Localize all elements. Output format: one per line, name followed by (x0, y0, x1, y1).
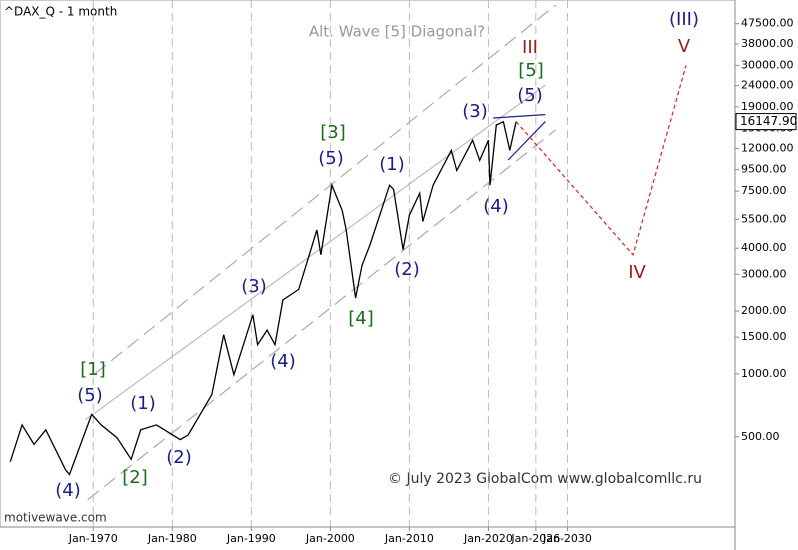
x-tick-label: Jan-2010 (384, 532, 434, 545)
last-price-box (735, 113, 797, 131)
y-tick-label: 47500.00 (741, 17, 794, 30)
wave-label: [4] (348, 308, 374, 329)
y-tick-label: 5500.00 (741, 212, 787, 225)
channel-line (87, 129, 556, 501)
y-tick-label: 1000.00 (741, 367, 787, 380)
channel-line (85, 84, 546, 421)
wave-label: (1) (379, 154, 405, 175)
wave-label: [2] (122, 467, 148, 488)
wave-label: (5) (318, 148, 344, 169)
y-tick-label: 500.00 (741, 430, 780, 443)
wave-label: [1] (80, 359, 106, 380)
x-tick-label: Jan-1980 (147, 532, 197, 545)
y-tick-label: 38000.00 (741, 37, 794, 50)
y-tick-label: 9500.00 (741, 163, 787, 176)
wave-label: (1) (130, 393, 156, 414)
chart-title: ^DAX_Q - 1 month (4, 5, 117, 19)
wave-label: V (678, 36, 691, 57)
y-tick-label: 3000.00 (741, 267, 787, 280)
wave-label: (III) (669, 9, 699, 30)
wave-label: III (522, 37, 538, 58)
projection-line (515, 65, 687, 257)
y-tick-label: 12000.00 (741, 142, 794, 155)
channel-line (507, 121, 546, 161)
chart-subtitle: Alt. Wave [5] Diagonal? (309, 23, 485, 41)
last-price-label: 16147.90 (740, 114, 797, 128)
channel-line (94, 4, 556, 375)
wave-label: (2) (166, 447, 192, 468)
wave-label: (5) (77, 385, 103, 406)
channel-line (493, 114, 546, 119)
y-tick-label: 19000.00 (741, 100, 794, 113)
x-tick-label: Jan-2030 (542, 532, 592, 545)
y-tick-label: 4000.00 (741, 241, 787, 254)
x-tick-label: Jan-2026 (510, 532, 560, 545)
price-line (9, 120, 517, 476)
wave-label: (4) (483, 196, 509, 217)
wave-label: [3] (320, 122, 346, 143)
x-tick-label: Jan-2020 (463, 532, 513, 545)
wave-label: [5] (518, 60, 544, 81)
wave-label: (4) (55, 480, 81, 501)
wave-label: (3) (241, 276, 267, 297)
wave-label: (2) (394, 259, 420, 280)
y-tick-label: 30000.00 (741, 58, 794, 71)
wave-label: (3) (462, 101, 488, 122)
y-tick-label: 2000.00 (741, 304, 787, 317)
x-tick-label: Jan-1990 (226, 532, 276, 545)
x-tick-label: Jan-1970 (68, 532, 118, 545)
copyright: © July 2023 GlobalCom www.globalcomllc.r… (388, 471, 702, 487)
y-tick-label: 1500.00 (741, 330, 787, 343)
source: motivewave.com (4, 511, 107, 525)
wave-label: (5) (517, 85, 543, 106)
wave-label: IV (628, 262, 646, 283)
x-tick-label: Jan-2000 (305, 532, 355, 545)
wave-label: (4) (270, 351, 296, 372)
y-tick-label: 24000.00 (741, 79, 794, 92)
y-tick-label: 7500.00 (741, 184, 787, 197)
